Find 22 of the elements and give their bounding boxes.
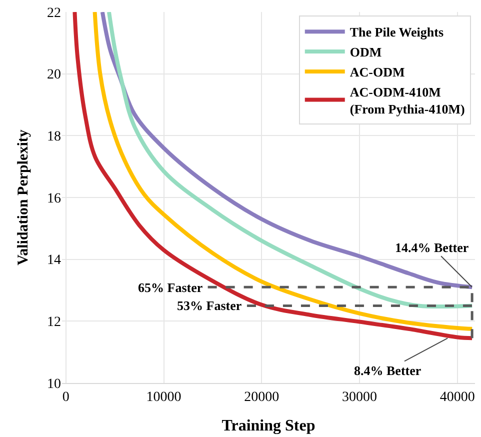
y-tick-label: 10 [47,376,61,392]
x-tick-label: 20000 [244,390,280,405]
x-tick-label: 10000 [146,390,182,405]
x-axis-title: Training Step [222,418,316,434]
x-tick-label: 0 [62,390,70,405]
y-tick-label: 16 [47,191,61,206]
legend-label: AC-ODM-410M (From Pythia-410M) [350,84,465,116]
x-tick-label: 40000 [440,390,475,405]
x-tick-label: 30000 [342,390,378,405]
y-tick-label: 14 [47,253,61,268]
legend-label: AC-ODM [350,64,405,80]
y-axis-title: Validation Perplexity [15,129,32,266]
legend-label: The Pile Weights [350,24,444,40]
annotation: 53% Faster [177,298,242,313]
annotation: 14.4% Better [395,240,469,255]
legend-label: ODM [350,44,382,60]
y-tick-label: 22 [47,6,61,21]
y-tick-label: 18 [47,130,61,145]
y-tick-label: 12 [47,315,61,330]
annotation: 65% Faster [138,280,203,295]
y-tick-label: 20 [47,68,61,83]
annotation: 8.4% Better [354,363,422,378]
